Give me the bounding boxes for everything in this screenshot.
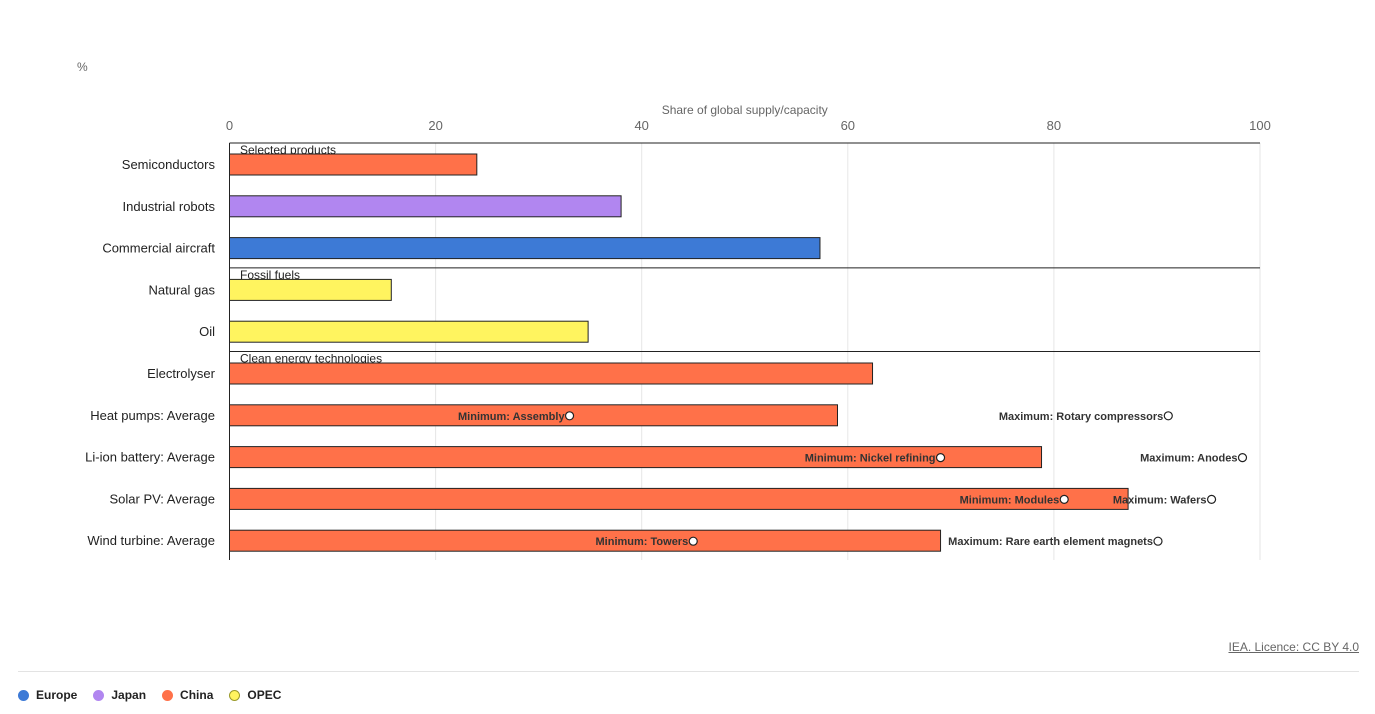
x-tick-label: 60: [841, 118, 855, 133]
category-label: Solar PV: Average: [109, 491, 215, 506]
marker-point: [564, 411, 575, 421]
group-label: Clean energy technologies: [240, 352, 382, 366]
marker-point: [1206, 494, 1217, 504]
legend-label: China: [180, 688, 214, 702]
bar-chart: 0 20 40 60 80 100 Share of global supply/capac…: [85, 103, 1271, 560]
legend-swatch: [18, 689, 29, 701]
marker-label: Maximum: Anodes: [1140, 453, 1237, 465]
bar-china: [229, 446, 1043, 469]
bar-europe: [229, 237, 821, 260]
legend-label: OPEC: [247, 688, 282, 702]
category-label: Oil: [199, 324, 215, 339]
legend-item-china[interactable]: China: [162, 688, 213, 702]
licence-link[interactable]: IEA. Licence: CC BY 4.0: [1228, 640, 1359, 654]
bar-china: [229, 362, 874, 385]
legend-label: Europe: [36, 688, 78, 702]
category-label: Heat pumps: Average: [90, 408, 215, 423]
x-axis-title: Share of global supply/capacity: [662, 103, 828, 117]
category-label: Industrial robots: [123, 199, 216, 214]
x-tick-label: 20: [428, 118, 442, 133]
legend-item-europe[interactable]: Europe: [18, 688, 77, 702]
marker-label: Maximum: Wafers: [1113, 494, 1207, 506]
bar-china: [229, 487, 1129, 510]
x-tick-label: 100: [1249, 118, 1271, 133]
x-tick-label: 80: [1047, 118, 1061, 133]
marker-label: Minimum: Modules: [960, 494, 1060, 506]
marker-label: Maximum: Rare earth element magnets: [948, 536, 1153, 548]
category-label: Electrolyser: [147, 366, 216, 381]
legend: Europe Japan China OPEC: [18, 688, 281, 702]
marker-point: [935, 453, 946, 463]
category-label: Semiconductors: [122, 157, 216, 172]
bar-opec: [229, 278, 392, 301]
legend-swatch: [93, 689, 105, 701]
legend-swatch: [162, 689, 174, 701]
category-label: Wind turbine: Average: [87, 533, 215, 548]
bar-china: [229, 404, 838, 427]
marker-point: [1059, 494, 1069, 504]
category-label: Natural gas: [149, 282, 216, 297]
marker-label: Maximum: Rotary compressors: [999, 411, 1163, 423]
marker-point: [1237, 453, 1248, 463]
marker-label: Minimum: Nickel refining: [805, 453, 936, 465]
category-label: Commercial aircraft: [102, 241, 215, 256]
marker-label: Minimum: Assembly: [458, 411, 565, 423]
bar-china: [229, 529, 942, 552]
category-label: Li-ion battery: Average: [85, 450, 215, 465]
legend-item-opec[interactable]: OPEC: [229, 688, 281, 702]
bar-opec: [229, 320, 589, 343]
legend-label: Japan: [111, 688, 147, 702]
legend-divider: [18, 671, 1359, 672]
group-label: Fossil fuels: [240, 268, 300, 282]
bar-japan: [229, 195, 622, 218]
x-tick-label: 0: [226, 118, 233, 133]
legend-swatch: [229, 689, 241, 701]
marker-point: [688, 536, 698, 546]
marker-label: Minimum: Towers: [596, 536, 689, 548]
marker-point: [1163, 411, 1173, 421]
bar-china: [229, 153, 478, 176]
unit-label: %: [77, 60, 88, 74]
legend-item-japan[interactable]: Japan: [93, 688, 146, 702]
marker-point: [1153, 536, 1163, 546]
x-tick-label: 40: [634, 118, 648, 133]
